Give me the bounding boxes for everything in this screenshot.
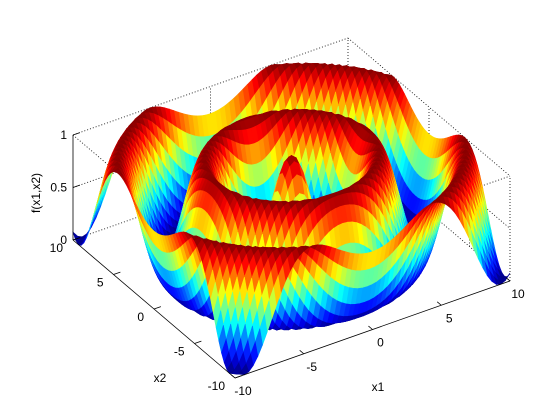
box-edge: [347, 37, 511, 177]
z-tick-mark: [72, 184, 81, 188]
z-tick-mark: [72, 132, 81, 136]
axes-box-front: [72, 132, 511, 379]
x-tick-mark: [299, 349, 305, 355]
x-tick-label: 0: [377, 336, 384, 350]
z-tick-label: 0: [60, 233, 67, 247]
x-tick-label: 10: [511, 287, 525, 301]
x-tick-mark: [368, 325, 373, 330]
z-tick-mark: [72, 237, 81, 241]
box-edge: [72, 37, 349, 136]
x-tick-label: -5: [306, 360, 317, 374]
x-tick-label: 5: [446, 311, 453, 325]
z-tick-label: 0.5: [50, 181, 67, 195]
x-tick-label: -10: [234, 384, 252, 398]
y-tick-label: -5: [174, 345, 185, 359]
z-tick-label: 1: [60, 128, 67, 142]
y-tick-mark: [113, 271, 121, 275]
x-axis-label: x1: [372, 380, 385, 394]
x-tick-mark: [505, 277, 511, 282]
y-tick-mark: [194, 340, 202, 344]
surface-mesh: [72, 62, 511, 376]
y-axis-label: x2: [154, 371, 167, 385]
y-tick-label: 10: [50, 241, 64, 255]
x-tick-mark: [436, 301, 442, 306]
y-tick-label: 5: [97, 276, 104, 290]
y-tick-label: 0: [137, 310, 144, 324]
y-tick-mark: [153, 306, 162, 310]
z-axis-label: f(x1,x2): [29, 173, 43, 213]
y-tick-mark: [234, 375, 243, 379]
y-tick-label: -10: [208, 379, 226, 393]
surface-face: [231, 369, 241, 375]
x-tick-mark: [230, 374, 236, 379]
